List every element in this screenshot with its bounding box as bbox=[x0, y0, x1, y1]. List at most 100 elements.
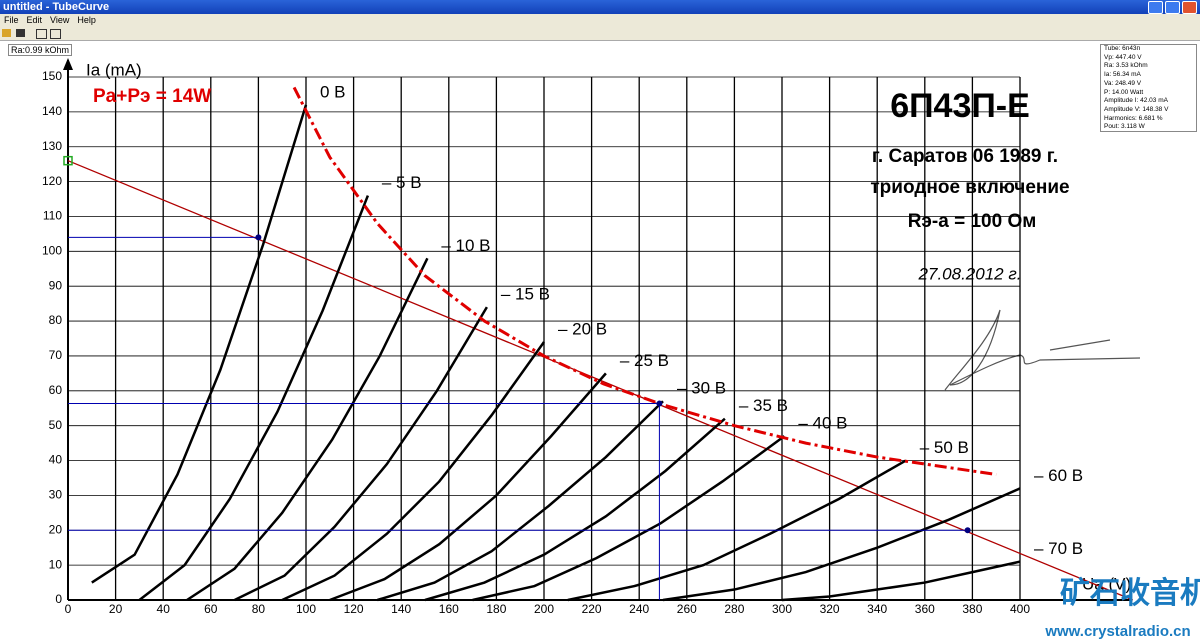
minimize[interactable] bbox=[1148, 1, 1163, 14]
x-tick-label: 40 bbox=[157, 602, 171, 616]
x-tick-label: 280 bbox=[724, 602, 744, 616]
y-axis-arrow bbox=[63, 58, 73, 70]
y-tick-label: 130 bbox=[42, 139, 62, 153]
y-tick-label: 40 bbox=[49, 453, 63, 467]
y-tick-label: 140 bbox=[42, 104, 62, 118]
tube-curve bbox=[186, 257, 429, 602]
operating-point bbox=[656, 400, 663, 407]
tube-curve bbox=[91, 104, 308, 584]
info-line: Vp: 447.40 V bbox=[1104, 53, 1142, 61]
x-tick-label: 380 bbox=[962, 602, 982, 616]
info-line: Ia: 56.34 mA bbox=[1104, 71, 1141, 79]
curve-label: – 20 В bbox=[558, 319, 607, 338]
x-tick-label: 0 bbox=[65, 602, 72, 616]
menu-bar: File Edit View Help bbox=[0, 14, 1200, 27]
title-bar: untitled - TubeCurve bbox=[0, 0, 1200, 14]
curve-label: 0 В bbox=[320, 82, 346, 101]
menu-item[interactable]: View bbox=[50, 15, 70, 25]
y-tick-label: 100 bbox=[42, 244, 62, 258]
x-tick-label: 20 bbox=[109, 602, 123, 616]
watermark: 矿石收音机 bbox=[1060, 576, 1200, 610]
load-handle bbox=[63, 155, 73, 166]
x-tick-label: 220 bbox=[582, 602, 602, 616]
menu-item[interactable]: File bbox=[4, 15, 19, 25]
x-tick-label: 100 bbox=[296, 602, 316, 616]
x-tick-label: 300 bbox=[772, 602, 792, 616]
curve-label: – 5 В bbox=[382, 173, 422, 192]
info-line: Amplitude V: 148.38 V bbox=[1104, 105, 1169, 113]
toolbar bbox=[0, 27, 1200, 41]
curve-label: – 30 В bbox=[677, 379, 726, 398]
y-tick-label: 0 bbox=[55, 592, 62, 606]
tube-curve bbox=[781, 560, 1021, 602]
info-line: Ra: 3.53 kOhm bbox=[1104, 62, 1148, 70]
x-tick-label: 120 bbox=[344, 602, 364, 616]
y-tick-label: 60 bbox=[49, 383, 63, 397]
operating-point bbox=[255, 234, 262, 241]
annotation: г. Саратов 06 1989 г. bbox=[872, 146, 1058, 167]
watermark: www.crystalradio.cn bbox=[1044, 623, 1190, 640]
tube-curve bbox=[567, 459, 907, 602]
info-panel: Tube: 6п43п Vp: 447.40 V Ra: 3.53 kOhm Ia: … bbox=[1100, 44, 1197, 132]
menu-item[interactable]: Help bbox=[77, 15, 96, 25]
info-line: Tube: 6п43п bbox=[1104, 45, 1141, 52]
tube-curve bbox=[138, 195, 370, 601]
annotation: 6П43П-Е bbox=[890, 87, 1030, 125]
x-tick-label: 160 bbox=[439, 602, 459, 616]
print-button[interactable] bbox=[50, 29, 61, 39]
status-label: Ra:0.99 kOhm bbox=[8, 44, 73, 56]
curve-label: – 70 В bbox=[1034, 539, 1083, 558]
power-curve bbox=[292, 86, 997, 476]
x-tick-label: 400 bbox=[1010, 602, 1030, 616]
tube-curve bbox=[234, 306, 488, 602]
curve-label: – 15 В bbox=[501, 285, 550, 304]
window-title: untitled - TubeCurve bbox=[3, 1, 110, 13]
info-line: P: 14.00 Watt bbox=[1104, 88, 1144, 96]
x-tick-label: 80 bbox=[252, 602, 266, 616]
info-line: Harmonics: 6.681 % bbox=[1104, 114, 1163, 122]
annotation: триодное включение bbox=[870, 177, 1069, 198]
y-tick-label: 20 bbox=[49, 522, 63, 536]
curve-label: – 50 В bbox=[920, 438, 969, 457]
x-tick-label: 340 bbox=[867, 602, 887, 616]
save-button[interactable] bbox=[16, 29, 25, 37]
tube-curve bbox=[329, 372, 607, 602]
close[interactable] bbox=[1182, 1, 1197, 14]
y-tick-label: 150 bbox=[42, 69, 62, 83]
power-label: Pa+Pэ = 14W bbox=[93, 86, 211, 107]
menu-item[interactable]: Edit bbox=[26, 15, 43, 25]
chart: 0 20 40 60 80 100 120 140 160 180 200 220 240 260 280 3… bbox=[42, 58, 1200, 640]
y-tick-label: 50 bbox=[49, 418, 63, 432]
x-tick-label: 60 bbox=[204, 602, 218, 616]
tube-curve bbox=[281, 341, 546, 602]
tube-curve bbox=[662, 487, 1021, 602]
x-axis-label: Ua (V) bbox=[1082, 574, 1131, 593]
y-tick-label: 90 bbox=[49, 278, 63, 292]
info-line: Va: 248.49 V bbox=[1104, 79, 1142, 87]
y-tick-label: 10 bbox=[49, 557, 63, 571]
curve-label: – 40 В bbox=[798, 414, 847, 433]
x-tick-label: 240 bbox=[629, 602, 649, 616]
annotation: Rэ-а = 100 Ом bbox=[908, 211, 1037, 232]
curve-label: – 60 В bbox=[1034, 466, 1083, 485]
info-line: Pout: 3.118 W bbox=[1104, 123, 1145, 131]
curve-label: – 25 В bbox=[620, 351, 669, 370]
annotation: 27.08.2012 г. bbox=[918, 264, 1022, 283]
operating-point bbox=[964, 527, 971, 534]
maximize[interactable] bbox=[1165, 1, 1180, 14]
y-tick-label: 110 bbox=[43, 209, 62, 223]
tube-curve bbox=[424, 417, 726, 602]
x-tick-label: 140 bbox=[391, 602, 411, 616]
copy-button[interactable] bbox=[36, 29, 47, 39]
signature bbox=[944, 309, 1141, 391]
tube-curve bbox=[472, 435, 786, 602]
open-button[interactable] bbox=[2, 29, 11, 37]
y-tick-label: 30 bbox=[49, 488, 63, 502]
y-tick-label: 70 bbox=[49, 348, 63, 362]
x-tick-label: 320 bbox=[820, 602, 840, 616]
x-tick-label: 180 bbox=[486, 602, 506, 616]
y-tick-label: 120 bbox=[42, 174, 62, 188]
curve-label: – 35 В bbox=[739, 396, 788, 415]
x-tick-label: 360 bbox=[915, 602, 935, 616]
